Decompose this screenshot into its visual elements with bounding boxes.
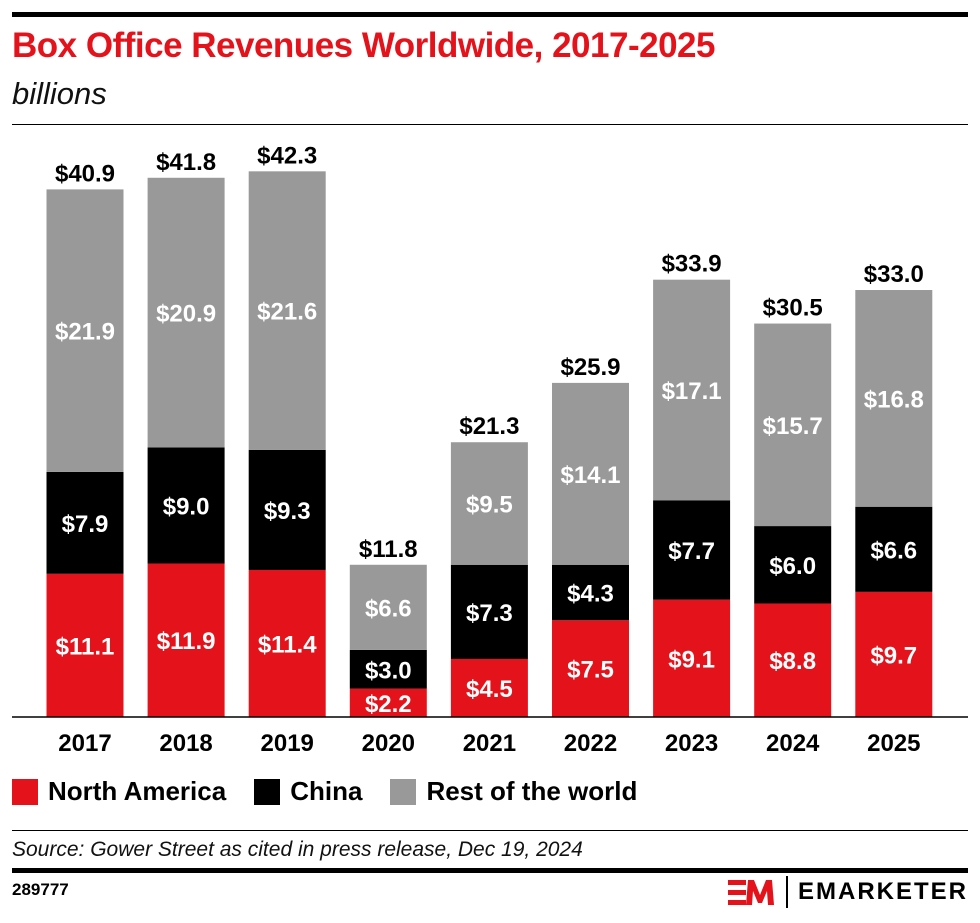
- bar-segment-rest-of-the-world: [248, 171, 326, 450]
- bar-segment-china: [754, 526, 832, 604]
- top-rule: [12, 12, 968, 17]
- data-label: $3.0: [365, 657, 412, 684]
- bar-segment-north-america: [552, 620, 629, 717]
- total-label: $33.0: [864, 261, 924, 288]
- data-label: $17.1: [662, 378, 722, 405]
- legend-china: China: [254, 776, 362, 807]
- data-label: $6.6: [870, 537, 917, 564]
- data-label: $7.5: [567, 657, 614, 684]
- data-label: $6.6: [365, 595, 412, 622]
- bar-segment-north-america: [754, 603, 832, 717]
- brand-wordmark: EMARKETER: [797, 878, 968, 905]
- bar-segment-china: [248, 449, 326, 570]
- bar-segment-rest-of-the-world: [754, 323, 832, 527]
- data-label: $9.1: [668, 646, 715, 673]
- legend: North America China Rest of the world: [12, 776, 637, 807]
- legend-label: China: [290, 776, 363, 806]
- legend-swatch: [254, 778, 281, 805]
- x-tick-label: 2025: [867, 730, 920, 757]
- chart-subtitle: billions: [12, 76, 107, 111]
- bar-segment-north-america: [147, 563, 225, 717]
- data-label: $7.3: [466, 600, 513, 627]
- legend-north-america: North America: [12, 776, 226, 807]
- bar-segment-rest-of-the-world: [349, 564, 427, 650]
- em-logo-icon: [727, 880, 774, 905]
- data-label: $9.5: [466, 492, 513, 519]
- bar-segment-china: [653, 500, 731, 600]
- x-tick-label: 2024: [766, 730, 820, 757]
- data-label: $7.9: [62, 511, 109, 538]
- title-divider: [12, 124, 968, 125]
- data-label: $20.9: [156, 301, 216, 328]
- bottom-rule: [12, 868, 968, 873]
- total-label: $21.3: [459, 413, 519, 440]
- bar-segment-rest-of-the-world: [46, 189, 124, 472]
- total-label: $33.9: [662, 251, 722, 278]
- x-tick-label: 2021: [463, 730, 516, 757]
- bar-segment-china: [349, 649, 427, 689]
- bar-segment-rest-of-the-world: [855, 290, 933, 507]
- bar-segment-china: [147, 447, 225, 564]
- bar-segment-rest-of-the-world: [552, 382, 629, 565]
- data-label: $11.9: [157, 628, 216, 655]
- bar-segment-north-america: [450, 658, 528, 717]
- bar-segment-rest-of-the-world: [450, 442, 528, 565]
- total-label: $41.8: [156, 149, 216, 176]
- data-label: $11.1: [56, 633, 115, 660]
- bar-segment-china: [450, 564, 528, 659]
- legend-label: Rest of the world: [426, 776, 638, 806]
- bar-segment-rest-of-the-world: [653, 279, 731, 501]
- source-note: Source: Gower Street as cited in press r…: [12, 838, 583, 861]
- data-label: $16.8: [864, 386, 924, 413]
- x-tick-label: 2017: [58, 730, 111, 757]
- total-label: $11.8: [359, 536, 418, 563]
- data-label: $15.7: [763, 413, 823, 440]
- legend-rest-of-world: Rest of the world: [390, 776, 637, 807]
- data-label: $7.7: [668, 538, 715, 565]
- x-tick-label: 2022: [564, 730, 617, 757]
- total-label: $30.5: [763, 295, 823, 322]
- chart-title: Box Office Revenues Worldwide, 2017-2025: [12, 26, 715, 65]
- data-label: $9.0: [163, 493, 210, 520]
- bar-segment-china: [855, 506, 933, 592]
- data-label: $2.2: [365, 691, 412, 718]
- total-label: $42.3: [257, 142, 317, 169]
- bar-segment-china: [46, 471, 124, 574]
- x-tick-label: 2019: [261, 730, 314, 757]
- legend-label: North America: [48, 776, 227, 806]
- bar-segment-china: [552, 564, 629, 621]
- total-label: $25.9: [560, 354, 620, 381]
- data-label: $6.0: [769, 553, 816, 580]
- emarketer-logo: EMARKETER: [727, 876, 968, 908]
- x-tick-label: 2020: [362, 730, 415, 757]
- x-tick-label: 2023: [665, 730, 718, 757]
- chart-id: 289777: [12, 880, 69, 899]
- source-divider: [12, 830, 968, 831]
- bar-segment-north-america: [349, 688, 427, 717]
- legend-swatch: [12, 778, 38, 805]
- data-label: $4.3: [567, 581, 614, 608]
- x-tick-label: 2018: [159, 730, 212, 757]
- data-label: $4.5: [466, 676, 513, 703]
- bar-segment-north-america: [248, 569, 326, 717]
- bar-segment-north-america: [46, 573, 124, 717]
- total-label: $40.9: [55, 160, 115, 187]
- stacked-bar-chart: $11.1 $7.9 $21.9 $40.9 2017 $11.9 $9.0 $20.9 $41…: [12, 142, 968, 757]
- data-label: $9.3: [264, 498, 311, 525]
- bar-segment-north-america: [653, 599, 731, 717]
- legend-swatch: [390, 778, 417, 805]
- data-label: $8.8: [769, 648, 816, 675]
- data-label: $9.7: [870, 642, 917, 669]
- data-label: $14.1: [560, 462, 620, 489]
- data-label: $21.6: [257, 299, 317, 326]
- logo-divider: [785, 876, 788, 908]
- bar-segment-north-america: [855, 591, 933, 717]
- data-label: $21.9: [55, 319, 115, 346]
- data-label: $11.4: [258, 631, 317, 658]
- bar-segment-rest-of-the-world: [147, 177, 225, 448]
